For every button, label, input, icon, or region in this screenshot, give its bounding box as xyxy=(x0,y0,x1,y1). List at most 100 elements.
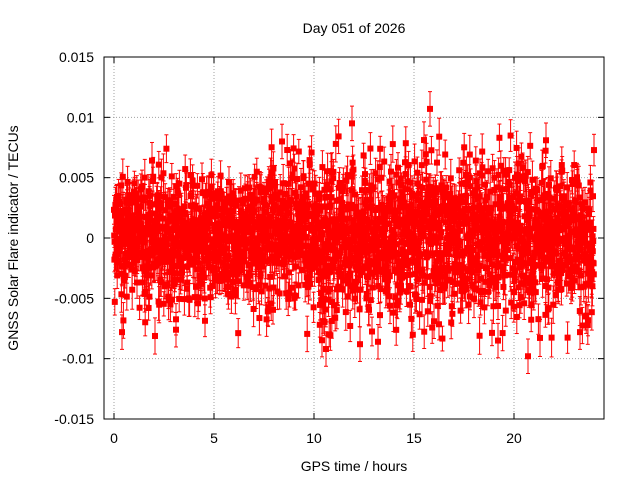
data-marker xyxy=(141,239,148,246)
data-marker xyxy=(168,268,174,275)
data-marker xyxy=(139,183,145,190)
data-marker xyxy=(126,199,133,206)
data-marker xyxy=(162,194,169,201)
data-marker xyxy=(111,238,118,245)
data-marker xyxy=(149,157,155,164)
data-marker xyxy=(305,201,311,208)
data-marker xyxy=(121,256,128,263)
data-marker xyxy=(164,258,171,265)
data-marker xyxy=(159,251,166,258)
data-marker xyxy=(118,291,125,298)
data-marker xyxy=(167,203,174,210)
data-marker xyxy=(181,203,188,210)
data-point xyxy=(142,308,149,337)
data-marker xyxy=(133,247,140,254)
data-marker xyxy=(133,190,140,197)
data-marker xyxy=(150,173,157,180)
data-marker xyxy=(276,290,283,297)
chart-title: Day 051 of 2026 xyxy=(303,20,406,36)
data-marker xyxy=(136,304,143,311)
data-marker xyxy=(268,144,275,151)
data-marker xyxy=(246,184,253,191)
y-axis-label: GNSS Solar Flare indicator / TECUs xyxy=(5,125,21,350)
data-marker xyxy=(118,182,125,189)
data-marker xyxy=(180,254,186,261)
data-marker xyxy=(207,294,214,301)
data-marker xyxy=(170,193,177,200)
data-marker xyxy=(233,202,239,209)
data-point xyxy=(169,287,175,313)
data-marker xyxy=(192,221,198,228)
data-marker xyxy=(258,288,265,295)
data-point xyxy=(235,318,242,349)
data-marker xyxy=(156,237,162,244)
data-marker xyxy=(179,269,185,276)
data-marker xyxy=(114,250,121,257)
data-marker xyxy=(128,217,135,224)
data-marker xyxy=(178,208,185,215)
data-marker xyxy=(201,295,208,302)
data-point xyxy=(256,300,263,336)
data-marker xyxy=(142,194,148,201)
data-marker xyxy=(141,174,148,181)
data-marker xyxy=(149,217,156,224)
data-marker xyxy=(270,306,276,313)
data-marker xyxy=(160,170,167,177)
data-marker xyxy=(173,225,180,232)
data-marker xyxy=(164,218,171,225)
data-marker xyxy=(145,272,152,279)
data-marker xyxy=(172,276,178,283)
data-marker xyxy=(158,204,164,211)
data-marker xyxy=(165,297,172,304)
data-marker xyxy=(166,227,173,234)
data-marker xyxy=(183,182,190,189)
data-marker xyxy=(199,176,205,183)
data-point xyxy=(290,134,297,163)
data-marker xyxy=(167,301,174,308)
data-marker xyxy=(148,272,155,279)
data-marker xyxy=(181,296,188,303)
data-marker xyxy=(163,145,170,152)
data-marker xyxy=(121,277,128,284)
data-marker xyxy=(185,227,192,234)
data-marker xyxy=(149,201,156,208)
data-marker xyxy=(177,260,184,267)
data-marker xyxy=(162,207,169,214)
data-marker xyxy=(194,182,201,189)
data-marker xyxy=(193,283,199,290)
data-marker xyxy=(160,300,167,307)
data-marker xyxy=(132,223,139,230)
data-point xyxy=(168,162,175,190)
data-marker xyxy=(142,288,149,295)
data-marker xyxy=(182,166,189,173)
data-marker xyxy=(180,263,187,270)
data-point xyxy=(163,134,170,164)
data-marker xyxy=(267,273,274,280)
data-marker xyxy=(256,315,263,322)
data-point xyxy=(152,317,158,355)
data-marker xyxy=(158,279,165,286)
data-marker xyxy=(187,172,194,179)
data-marker xyxy=(138,213,145,220)
data-point xyxy=(304,315,311,353)
data-point xyxy=(136,295,143,321)
data-marker xyxy=(119,173,126,180)
data-marker xyxy=(116,236,122,243)
data-marker xyxy=(117,201,124,208)
data-marker xyxy=(146,293,153,300)
data-point xyxy=(202,304,208,338)
data-point xyxy=(295,138,302,165)
data-marker xyxy=(139,279,146,286)
data-marker xyxy=(123,293,130,300)
data-marker xyxy=(176,180,183,187)
data-marker xyxy=(308,149,315,156)
data-marker xyxy=(124,250,131,257)
data-marker xyxy=(155,161,162,168)
data-marker xyxy=(142,230,149,237)
data-marker xyxy=(168,173,175,180)
data-marker xyxy=(189,177,196,184)
data-marker xyxy=(124,178,131,185)
data-marker xyxy=(119,239,126,246)
data-marker xyxy=(173,251,180,258)
data-marker xyxy=(295,148,302,155)
